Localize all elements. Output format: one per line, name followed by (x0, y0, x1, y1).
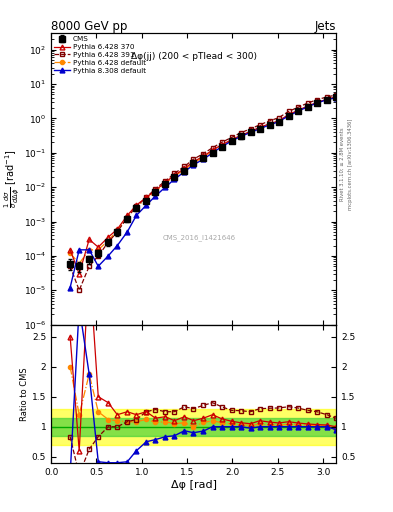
Text: 8000 GeV pp: 8000 GeV pp (51, 20, 127, 33)
Y-axis label: Ratio to CMS: Ratio to CMS (20, 367, 29, 421)
Y-axis label: $\frac{1}{\sigma}\frac{d\sigma}{d\Delta\phi}$ [rad$^{-1}$]: $\frac{1}{\sigma}\frac{d\sigma}{d\Delta\… (2, 150, 21, 208)
Text: Rivet 3.1.10; ≥ 2.8M events: Rivet 3.1.10; ≥ 2.8M events (340, 127, 345, 201)
Text: CMS_2016_I1421646: CMS_2016_I1421646 (163, 234, 236, 241)
X-axis label: Δφ [rad]: Δφ [rad] (171, 480, 217, 490)
Text: Jets: Jets (314, 20, 336, 33)
Text: Δφ(jj) (200 < pTlead < 300): Δφ(jj) (200 < pTlead < 300) (130, 52, 257, 61)
Legend: CMS, Pythia 6.428 370, Pythia 6.428 391, Pythia 6.428 default, Pythia 8.308 defa: CMS, Pythia 6.428 370, Pythia 6.428 391,… (53, 35, 147, 74)
Text: mcplots.cern.ch [arXiv:1306.3436]: mcplots.cern.ch [arXiv:1306.3436] (349, 118, 353, 209)
